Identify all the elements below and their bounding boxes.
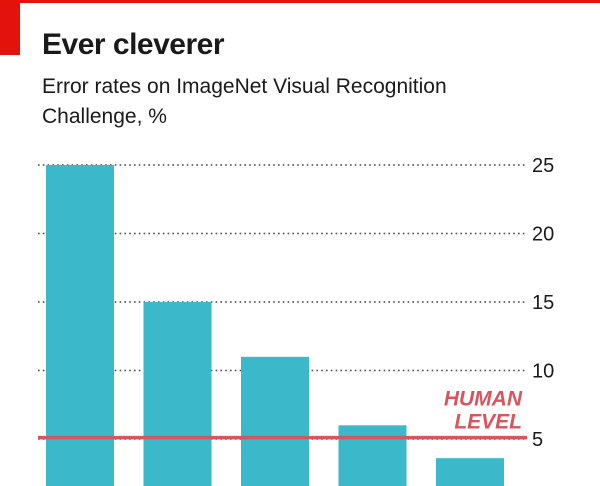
- bar-2: [143, 302, 212, 486]
- chart-title: Ever cleverer: [42, 28, 225, 61]
- human-level-label-line-1: HUMAN: [444, 388, 523, 411]
- y-tick-label-15: 15: [532, 292, 554, 314]
- y-tick-label-25: 25: [532, 155, 554, 177]
- chart-subtitle: Error rates on ImageNet Visual Recogniti…: [42, 75, 447, 128]
- bar-4: [338, 425, 407, 486]
- bar-5: [436, 458, 504, 486]
- red-corner-tag: [0, 0, 20, 55]
- bar-3: [241, 356, 309, 486]
- y-tick-label-5: 5: [532, 429, 543, 451]
- y-tick-label-10: 10: [532, 361, 554, 383]
- top-accent-rule: [0, 0, 600, 3]
- y-tick-label-20: 20: [532, 224, 554, 246]
- bars: [46, 165, 504, 486]
- y-axis-tick-labels: 5 10 15 20 25: [532, 155, 554, 451]
- bar-1: [46, 165, 114, 486]
- human-level-label-line-2: LEVEL: [454, 411, 522, 434]
